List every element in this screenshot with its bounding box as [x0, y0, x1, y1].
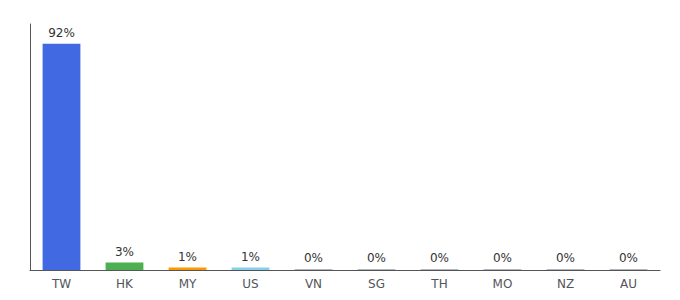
- svg-text:0%: 0%: [619, 251, 638, 265]
- svg-text:MO: MO: [493, 277, 513, 291]
- svg-text:HK: HK: [116, 277, 134, 291]
- svg-text:0%: 0%: [556, 251, 575, 265]
- svg-text:NZ: NZ: [557, 277, 574, 291]
- svg-text:AU: AU: [620, 277, 637, 291]
- svg-text:US: US: [242, 277, 258, 291]
- svg-text:1%: 1%: [241, 250, 260, 264]
- svg-text:0%: 0%: [493, 251, 512, 265]
- svg-text:SG: SG: [368, 277, 385, 291]
- svg-text:0%: 0%: [367, 251, 386, 265]
- svg-text:1%: 1%: [178, 250, 197, 264]
- svg-text:TW: TW: [51, 277, 71, 291]
- svg-text:0%: 0%: [430, 251, 449, 265]
- svg-text:VN: VN: [305, 277, 322, 291]
- svg-text:TH: TH: [430, 277, 447, 291]
- svg-text:MY: MY: [179, 277, 197, 291]
- svg-text:92%: 92%: [48, 26, 75, 40]
- svg-text:0%: 0%: [304, 251, 323, 265]
- svg-text:3%: 3%: [115, 245, 134, 259]
